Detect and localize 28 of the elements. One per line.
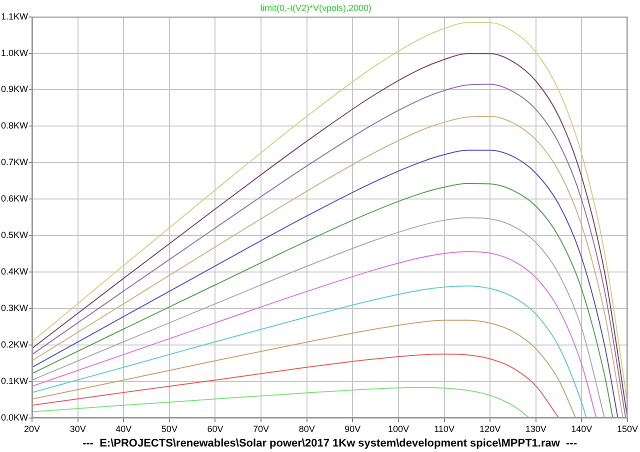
x-tick-label: 110V (434, 424, 454, 434)
x-axis-title: --- E:\PROJECTS\renewables\Solar power\2017 1Kw system\development spice\MPPT1.raw --- (82, 437, 578, 450)
y-tick-label: 0.2KW (0, 340, 29, 350)
x-tick-label: 150V (616, 424, 638, 434)
x-tick-label: 100V (388, 424, 409, 434)
y-tick-label: 0.1KW (0, 376, 29, 386)
chart-title: limit(0,-I(V2)*V(vpols),2000) (260, 2, 372, 13)
y-tick-label: 1.1KW (0, 11, 29, 22)
x-tick-label: 40V (116, 424, 132, 434)
y-tick-label: 0.3KW (0, 303, 29, 314)
x-tick-label: 30V (70, 424, 86, 434)
x-tick-label: 20V (24, 424, 40, 434)
y-tick-label: 0.5KW (0, 230, 29, 240)
y-tick-label: 0.7KW (0, 157, 29, 168)
x-tick-label: 60V (207, 424, 224, 434)
x-tick-label: 130V (525, 424, 546, 434)
y-tick-label: 0.6KW (0, 194, 29, 204)
y-tick-label: 0.8KW (0, 120, 29, 131)
x-tick-label: 80V (298, 424, 315, 434)
x-tick-label: 70V (253, 424, 270, 434)
y-tick-label: 0.0KW (0, 412, 29, 422)
y-tick-label: 1.0KW (0, 48, 29, 58)
y-tick-label: 0.4KW (0, 266, 29, 277)
x-tick-label: 140V (571, 424, 592, 434)
x-tick-label: 50V (161, 424, 178, 434)
x-tick-label: 120V (480, 424, 501, 434)
x-tick-label: 90V (344, 424, 361, 434)
y-tick-label: 0.9KW (0, 84, 29, 94)
